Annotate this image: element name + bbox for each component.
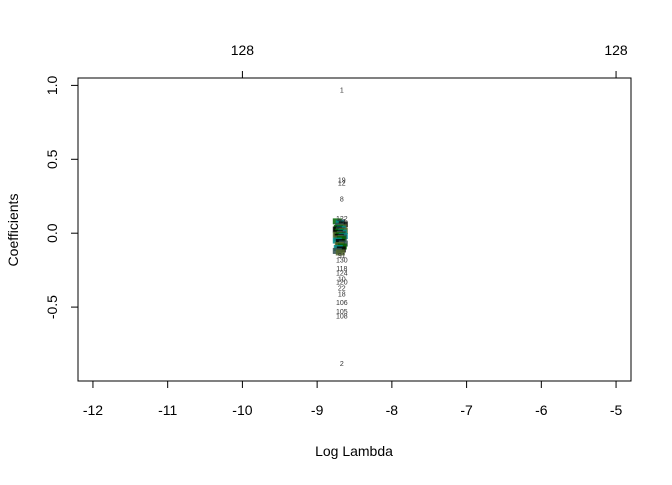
y-tick-label: 0.0	[44, 223, 60, 243]
coefficient-label: 10	[338, 277, 346, 284]
x-tick-label: -8	[386, 402, 399, 418]
coefficient-label: 12	[338, 180, 346, 187]
x-tick-label: -7	[460, 402, 473, 418]
y-tick-label: 0.5	[44, 149, 60, 169]
x-tick-label: -11	[158, 402, 177, 418]
coefficient-label: 122	[336, 216, 348, 223]
x-tick-label: -12	[83, 402, 103, 418]
x-axis: -12 -11 -10 -9 -8 -7 -6 -5	[83, 380, 623, 418]
coefficient-label: 18	[338, 291, 346, 298]
y-tick-label: -0.5	[44, 295, 60, 319]
y-axis-title: Coefficients	[5, 194, 21, 267]
x-tick-label: -6	[535, 402, 548, 418]
top-tick-label: 128	[604, 42, 628, 58]
x-axis-title: Log Lambda	[315, 443, 393, 459]
coefficient-label: 2	[340, 361, 344, 368]
coefficient-label: 105	[336, 309, 348, 316]
plot-frame	[77, 77, 632, 382]
coefficient-label: 130	[336, 257, 348, 264]
coefficient-label: 108	[336, 313, 348, 320]
coefficient-cluster	[332, 218, 348, 256]
coefficient-label: 91	[338, 253, 346, 260]
y-axis: -0.5 0.0 0.5 1.0	[44, 75, 79, 319]
y-tick-label: 1.0	[44, 75, 60, 95]
top-tick-label: 128	[231, 42, 255, 58]
x-tick-label: -10	[232, 402, 252, 418]
coefficient-label: 120	[336, 279, 348, 286]
x-tick-label: -5	[610, 402, 623, 418]
coefficient-label: 106	[336, 300, 348, 307]
coefficient-label: 124	[336, 271, 348, 278]
coefficient-label: 17	[338, 219, 346, 226]
x-tick-label: -9	[311, 402, 324, 418]
top-axis: 128 128	[231, 42, 628, 79]
cluster-mark	[335, 249, 345, 256]
coefficient-label: 19	[338, 177, 346, 184]
coefficient-label: 118	[336, 266, 347, 273]
coefficient-label: 1	[340, 87, 344, 94]
coefficient-label: 22	[338, 285, 346, 292]
coefficient-label: 8	[340, 197, 344, 204]
